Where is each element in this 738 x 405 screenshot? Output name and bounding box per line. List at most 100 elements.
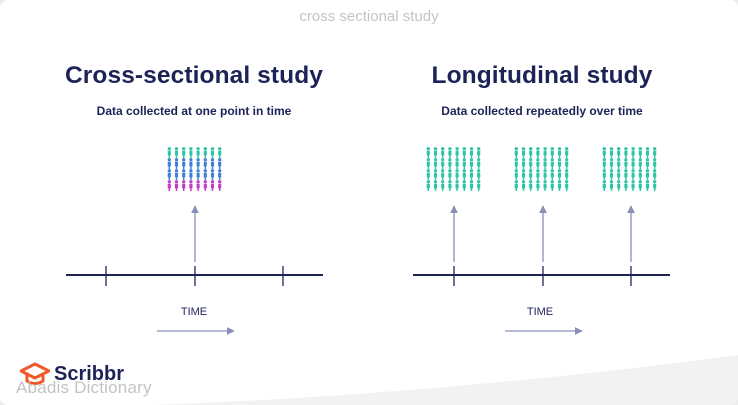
- longitudinal-wave-3-person-icon: [609, 147, 614, 158]
- longitudinal-wave-1-person-icon: [455, 147, 459, 158]
- longitudinal-wave-3-person-icon: [631, 180, 635, 191]
- longitudinal-wave-3-person-icon: [624, 158, 628, 169]
- longitudinal-wave-3-person-icon: [624, 180, 628, 191]
- longitudinal-wave-3-person-icon: [645, 180, 650, 191]
- cross-sectional-person-icon: [167, 158, 171, 169]
- longitudinal-wave-3-person-icon: [617, 180, 621, 191]
- longitudinal-wave-1-person-icon: [455, 169, 459, 180]
- longitudinal-wave-2-person-icon: [536, 180, 540, 191]
- longitudinal-wave-3-person-icon: [602, 180, 606, 191]
- cross-sectional-person-icon: [182, 147, 186, 158]
- longitudinal-wave-3-person-icon: [609, 158, 614, 169]
- longitudinal-wave-2-person-icon: [543, 158, 547, 169]
- longitudinal-wave-1-person-icon: [477, 147, 481, 158]
- longitudinal-wave-1-person-icon: [426, 169, 430, 180]
- cross-sectional-person-icon: [203, 158, 207, 169]
- longitudinal-wave-2-person-icon: [557, 180, 562, 191]
- longitudinal-wave-1-person-icon: [433, 158, 438, 169]
- longitudinal-wave-1-person-icon: [448, 169, 452, 180]
- cross-sectional-person-icon: [167, 180, 171, 191]
- longitudinal-wave-2-person-icon: [514, 169, 518, 180]
- longitudinal-wave-1-person-icon: [448, 180, 452, 191]
- longitudinal-wave-3-person-icon: [602, 158, 606, 169]
- cross-sectional-person-icon: [174, 169, 179, 180]
- longitudinal-wave-1-person-icon: [477, 180, 481, 191]
- longitudinal-wave-3-person-icon: [653, 169, 657, 180]
- longitudinal-wave-3-person-icon: [638, 180, 642, 191]
- longitudinal-wave-1-person-icon: [455, 180, 459, 191]
- longitudinal-wave-1-person-icon: [462, 169, 466, 180]
- image-caption: cross sectional study: [299, 8, 439, 25]
- longitudinal-wave-1-person-icon: [462, 158, 466, 169]
- longitudinal-wave-2-person-icon: [529, 180, 533, 191]
- graduation-cap-icon: [20, 362, 50, 385]
- longitudinal-wave-1-person-icon: [426, 180, 430, 191]
- longitudinal-wave-3-person-icon: [624, 147, 628, 158]
- longitudinal-time-label: TIME: [526, 306, 554, 318]
- cross-sectional-person-icon: [189, 169, 193, 180]
- cross-sectional-title: Cross-sectional study: [64, 62, 324, 89]
- longitudinal-wave-2-person-icon: [543, 180, 547, 191]
- longitudinal-wave-1-person-icon: [469, 147, 474, 158]
- longitudinal-title: Longitudinal study: [431, 62, 653, 89]
- cross-sectional-subtitle: Data collected at one point in time: [96, 104, 292, 118]
- cross-sectional-person-icon: [182, 158, 186, 169]
- longitudinal-wave-1-person-icon: [441, 147, 445, 158]
- logo-text: Scribbr: [54, 362, 125, 385]
- longitudinal-wave-2-person-icon: [550, 147, 554, 158]
- longitudinal-wave-2-person-icon: [536, 169, 540, 180]
- longitudinal-wave-1-person-icon: [469, 180, 474, 191]
- longitudinal-wave-2-person-icon: [521, 180, 526, 191]
- longitudinal-wave-2-person-icon: [536, 158, 540, 169]
- longitudinal-wave-3-person-icon: [645, 158, 650, 169]
- longitudinal-wave-1-person-icon: [448, 158, 452, 169]
- cross-sectional-time-label: TIME: [180, 306, 208, 318]
- cross-sectional-person-icon: [189, 147, 193, 158]
- longitudinal-wave-1-person-icon: [441, 169, 445, 180]
- longitudinal-wave-3-person-icon: [617, 158, 621, 169]
- longitudinal-wave-2-person-icon: [514, 180, 518, 191]
- longitudinal-participants-group: [426, 147, 657, 191]
- longitudinal-wave-1-person-icon: [433, 180, 438, 191]
- page-curl-decoration: [153, 355, 738, 405]
- cross-sectional-person-icon: [174, 158, 179, 169]
- longitudinal-subtitle: Data collected repeatedly over time: [441, 104, 643, 118]
- longitudinal-wave-2-person-icon: [543, 169, 547, 180]
- cross-sectional-person-icon: [182, 169, 186, 180]
- longitudinal-wave-1-person-icon: [441, 180, 445, 191]
- cross-sectional-person-icon: [196, 169, 200, 180]
- longitudinal-wave-2-person-icon: [529, 169, 533, 180]
- longitudinal-wave-2-person-icon: [529, 147, 533, 158]
- longitudinal-wave-1-person-icon: [462, 180, 466, 191]
- longitudinal-wave-1-person-icon: [426, 158, 430, 169]
- cross-sectional-person-icon: [196, 180, 200, 191]
- longitudinal-wave-2-person-icon: [565, 147, 569, 158]
- watermark: Abadis Dictionary: [16, 378, 152, 397]
- cross-sectional-person-icon: [203, 180, 207, 191]
- longitudinal-wave-1-person-icon: [462, 147, 466, 158]
- longitudinal-wave-1-person-icon: [433, 169, 438, 180]
- longitudinal-wave-1-person-icon: [477, 169, 481, 180]
- longitudinal-wave-3-person-icon: [602, 147, 606, 158]
- cross-sectional-person-icon: [189, 180, 193, 191]
- longitudinal-wave-2-person-icon: [565, 158, 569, 169]
- longitudinal-wave-3-person-icon: [617, 169, 621, 180]
- cross-sectional-person-icon: [218, 147, 222, 158]
- longitudinal-wave-3-person-icon: [645, 147, 650, 158]
- longitudinal-wave-3-person-icon: [653, 180, 657, 191]
- cross-sectional-person-icon: [174, 180, 179, 191]
- longitudinal-wave-1-person-icon: [433, 147, 438, 158]
- longitudinal-wave-3-person-icon: [653, 147, 657, 158]
- longitudinal-wave-3-person-icon: [617, 147, 621, 158]
- longitudinal-wave-2-person-icon: [550, 158, 554, 169]
- longitudinal-wave-1-person-icon: [469, 169, 474, 180]
- longitudinal-wave-2-person-icon: [543, 147, 547, 158]
- cross-sectional-person-icon: [174, 147, 179, 158]
- longitudinal-wave-3-person-icon: [624, 169, 628, 180]
- longitudinal-wave-2-person-icon: [529, 158, 533, 169]
- cross-sectional-person-icon: [189, 158, 193, 169]
- longitudinal-wave-2-person-icon: [514, 158, 518, 169]
- longitudinal-wave-3-person-icon: [653, 158, 657, 169]
- cross-sectional-person-icon: [218, 158, 222, 169]
